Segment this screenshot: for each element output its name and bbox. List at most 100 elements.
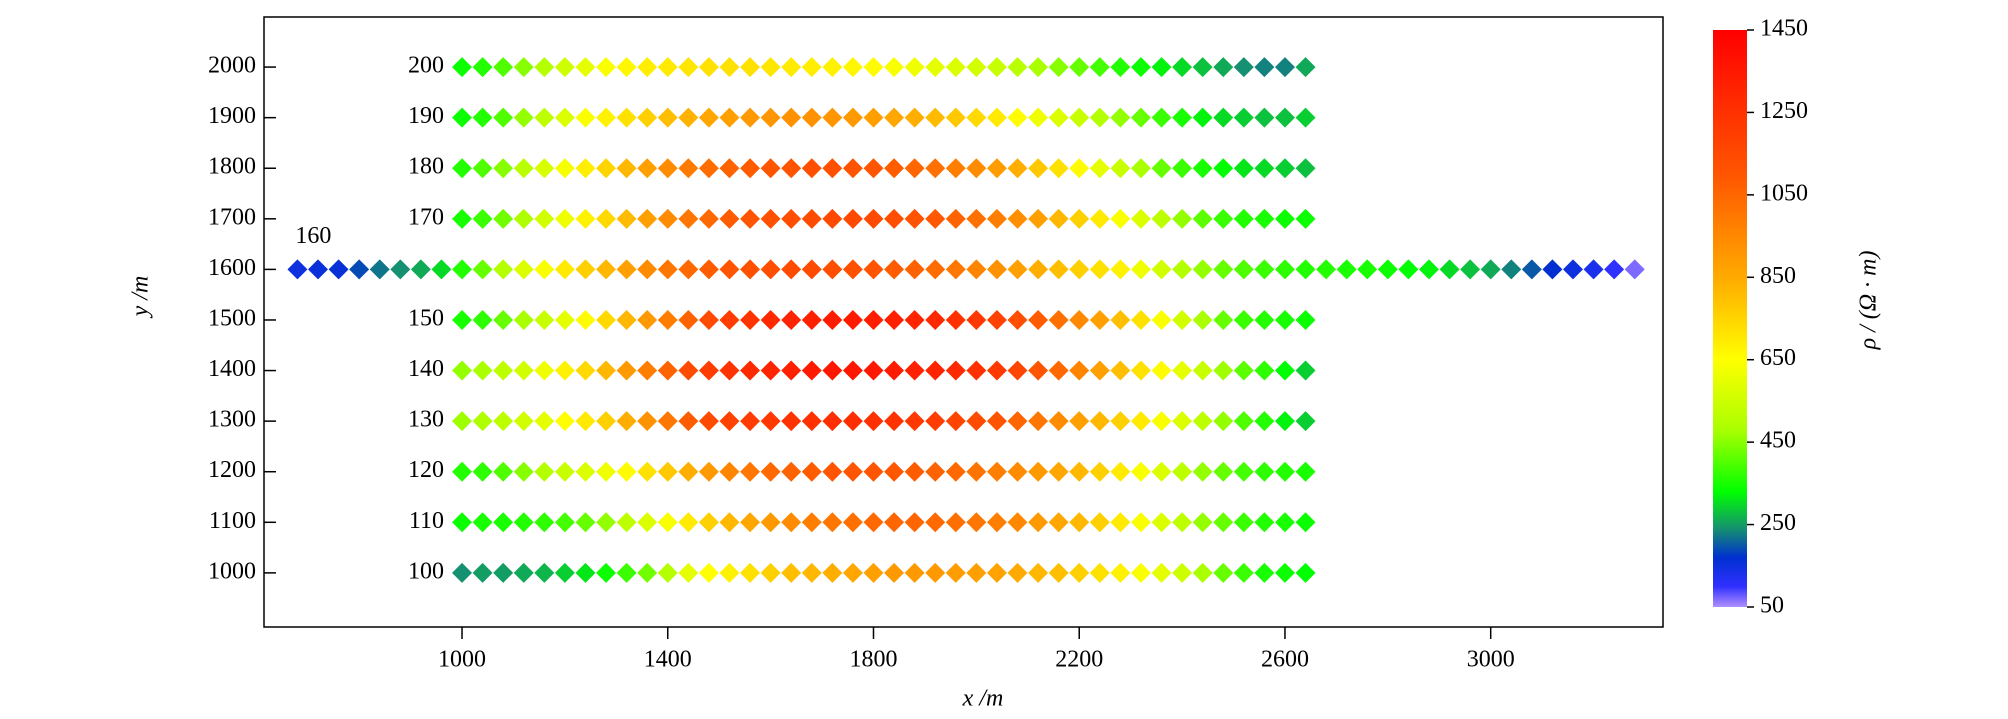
point xyxy=(740,57,761,78)
point xyxy=(1069,562,1090,583)
point xyxy=(1213,57,1234,78)
point xyxy=(740,107,761,128)
point xyxy=(1130,259,1151,280)
point xyxy=(719,158,740,179)
point xyxy=(1110,562,1131,583)
point xyxy=(1028,309,1049,330)
point xyxy=(1151,107,1172,128)
colorbar-label: ρ / (Ω · m) xyxy=(1856,251,1882,351)
point xyxy=(1213,512,1234,533)
y-tick-label: 1300 xyxy=(208,407,256,433)
point xyxy=(966,107,987,128)
point xyxy=(1110,208,1131,229)
point xyxy=(760,562,781,583)
point xyxy=(1562,259,1583,280)
point xyxy=(1048,309,1069,330)
point xyxy=(637,309,658,330)
point xyxy=(781,208,802,229)
point xyxy=(554,158,575,179)
point xyxy=(1254,309,1275,330)
point xyxy=(513,562,534,583)
point xyxy=(925,158,946,179)
point xyxy=(1274,259,1295,280)
point xyxy=(1274,461,1295,482)
point xyxy=(678,461,699,482)
point xyxy=(554,562,575,583)
point xyxy=(904,360,925,381)
point xyxy=(616,360,637,381)
point xyxy=(1295,158,1316,179)
point xyxy=(863,309,884,330)
point xyxy=(1089,360,1110,381)
point xyxy=(1110,512,1131,533)
point xyxy=(1110,309,1131,330)
point xyxy=(493,57,514,78)
point xyxy=(884,107,905,128)
point xyxy=(1110,360,1131,381)
point xyxy=(1089,158,1110,179)
point xyxy=(822,158,843,179)
point xyxy=(1336,259,1357,280)
point xyxy=(596,411,617,432)
point xyxy=(1418,259,1439,280)
point xyxy=(822,461,843,482)
y-tick-label: 1500 xyxy=(208,305,256,331)
point xyxy=(637,461,658,482)
point xyxy=(842,259,863,280)
point xyxy=(1089,208,1110,229)
point xyxy=(822,57,843,78)
point xyxy=(1069,512,1090,533)
point xyxy=(1254,360,1275,381)
point xyxy=(966,562,987,583)
point xyxy=(1007,259,1028,280)
point xyxy=(925,57,946,78)
point xyxy=(513,259,534,280)
point xyxy=(575,309,596,330)
point xyxy=(1130,411,1151,432)
point xyxy=(657,360,678,381)
y-tick-label: 1700 xyxy=(208,204,256,230)
point xyxy=(842,360,863,381)
point xyxy=(493,158,514,179)
point xyxy=(1007,512,1028,533)
point xyxy=(287,259,308,280)
point xyxy=(472,158,493,179)
point xyxy=(925,259,946,280)
point xyxy=(1192,512,1213,533)
point xyxy=(678,512,699,533)
point xyxy=(1130,461,1151,482)
point xyxy=(513,158,534,179)
point xyxy=(945,309,966,330)
point xyxy=(925,512,946,533)
point xyxy=(1048,259,1069,280)
point xyxy=(575,512,596,533)
point xyxy=(678,57,699,78)
point xyxy=(1069,411,1090,432)
point xyxy=(781,57,802,78)
point xyxy=(760,57,781,78)
point xyxy=(863,461,884,482)
point xyxy=(842,57,863,78)
point xyxy=(1172,562,1193,583)
point xyxy=(884,158,905,179)
point xyxy=(719,512,740,533)
point xyxy=(719,360,740,381)
point xyxy=(801,208,822,229)
point xyxy=(472,562,493,583)
point xyxy=(1274,309,1295,330)
point xyxy=(760,360,781,381)
point xyxy=(1192,259,1213,280)
point xyxy=(1192,562,1213,583)
point xyxy=(678,360,699,381)
point xyxy=(1028,512,1049,533)
point xyxy=(781,158,802,179)
point xyxy=(452,512,473,533)
point xyxy=(308,259,329,280)
point xyxy=(1583,259,1604,280)
point xyxy=(1254,259,1275,280)
point xyxy=(1069,259,1090,280)
point xyxy=(616,208,637,229)
plot-frame xyxy=(263,16,1664,628)
point xyxy=(1254,411,1275,432)
point xyxy=(781,309,802,330)
